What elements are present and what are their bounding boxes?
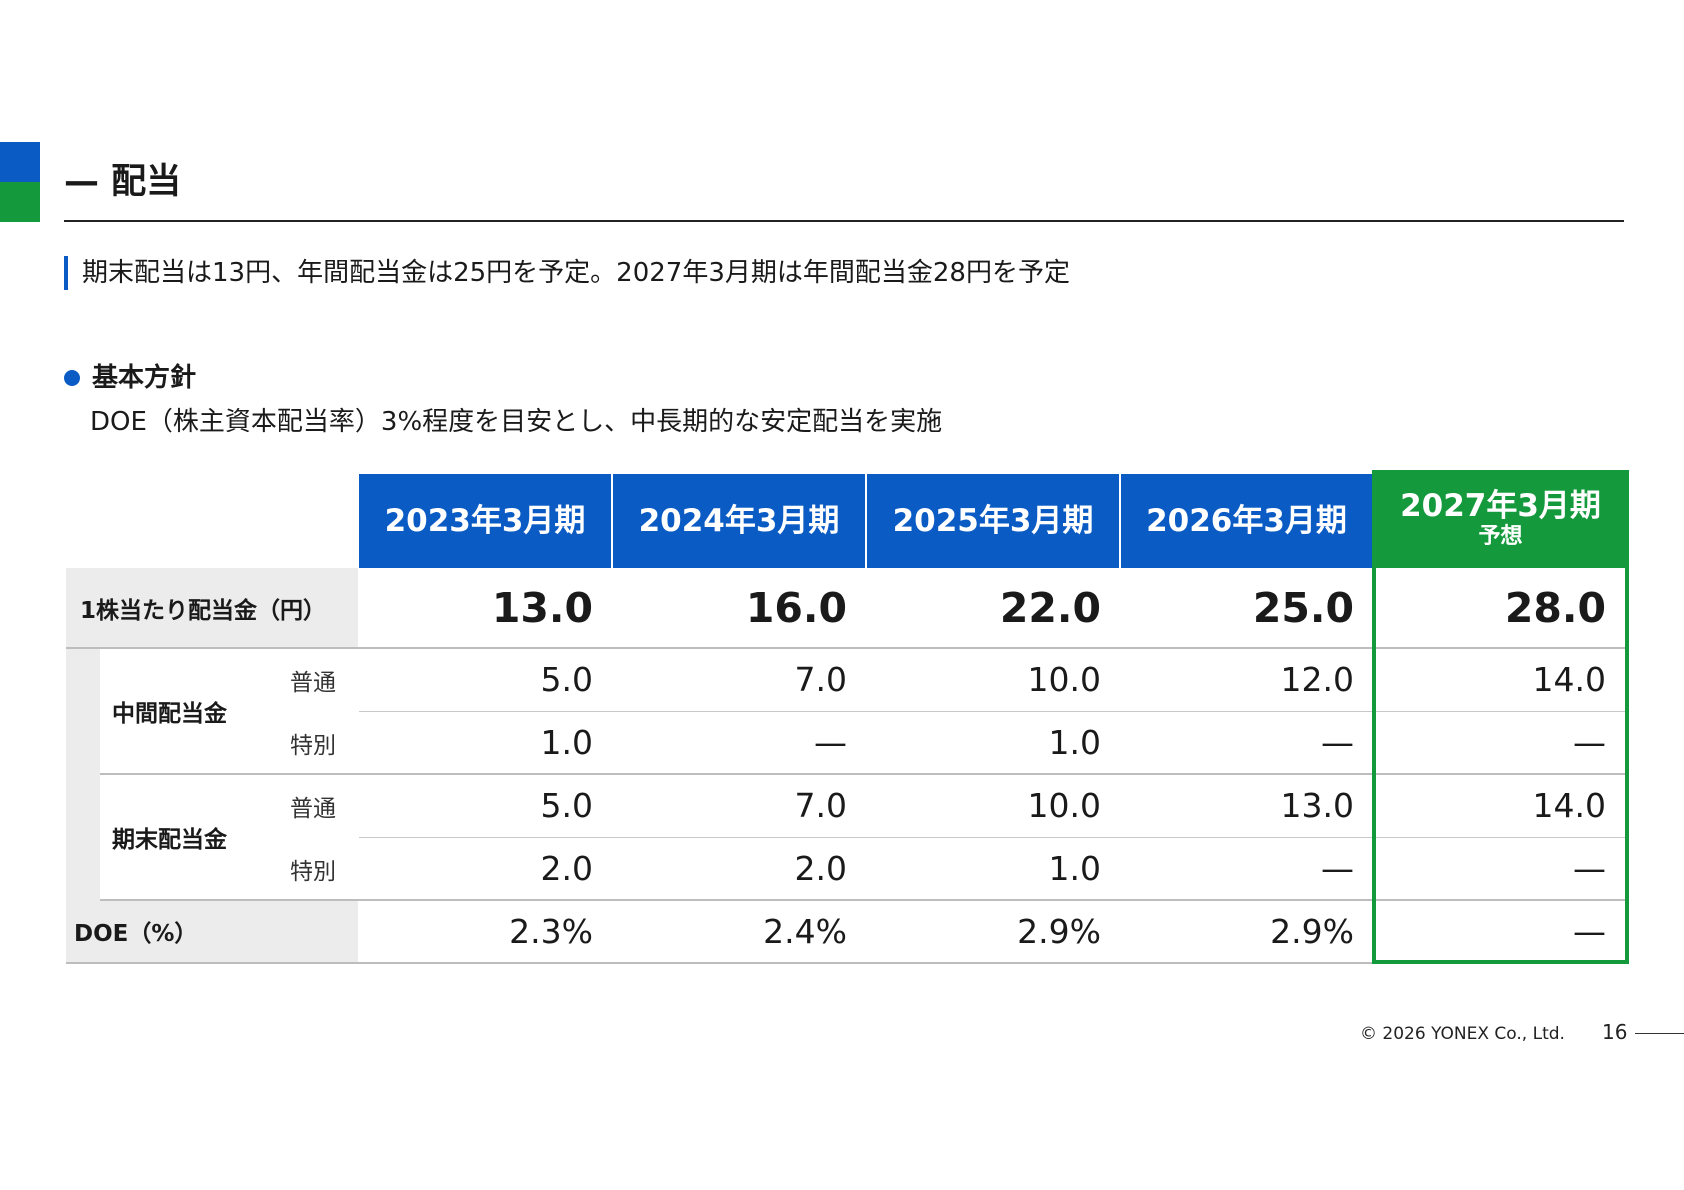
row-divider xyxy=(66,647,1629,649)
table-cell: 2.4% xyxy=(763,911,847,951)
brand-accent-blue xyxy=(0,142,40,182)
title-divider xyxy=(64,220,1624,222)
row-label-interim: 中間配当金 xyxy=(112,701,227,727)
table-cell: — xyxy=(1321,723,1354,762)
table-cell: 1.0 xyxy=(1048,723,1101,762)
table-cell: 7.0 xyxy=(794,786,847,825)
table-cell: 16.0 xyxy=(745,584,847,632)
table-cell: — xyxy=(1573,723,1606,762)
policy-heading: 基本方針 xyxy=(92,363,197,393)
row-label-bg xyxy=(66,568,358,648)
row-label-bg xyxy=(66,648,100,900)
table-cell: 14.0 xyxy=(1532,786,1606,825)
table-cell: 13.0 xyxy=(1280,786,1354,825)
table-cell: 2.0 xyxy=(794,849,847,888)
column-header: 2025年3月期 xyxy=(867,474,1119,568)
table-cell: — xyxy=(1573,911,1606,951)
row-divider xyxy=(100,773,1629,775)
page-title: — 配当 xyxy=(64,162,182,202)
table-cell: 5.0 xyxy=(540,660,593,699)
column-header: 2023年3月期 xyxy=(359,474,611,568)
table-cell: 2.0 xyxy=(540,849,593,888)
table-cell: 1.0 xyxy=(1048,849,1101,888)
column-header: 2024年3月期 xyxy=(613,474,865,568)
table-cell: — xyxy=(1573,849,1606,888)
row-sublabel: 特別 xyxy=(290,858,336,885)
lead-text: 期末配当は13円、年間配当金は25円を予定。2027年3月期は年間配当金28円を… xyxy=(82,258,1070,288)
table-cell: 12.0 xyxy=(1280,660,1354,699)
table-cell: 22.0 xyxy=(999,584,1101,632)
row-divider xyxy=(359,837,1629,838)
row-divider xyxy=(359,711,1629,712)
table-cell: 10.0 xyxy=(1027,660,1101,699)
row-label-bg xyxy=(66,900,358,962)
forecast-label: 予想 xyxy=(1478,524,1523,549)
row-sublabel: 特別 xyxy=(290,732,336,759)
row-label-doe: DOE（%） xyxy=(74,921,198,947)
table-cell: 7.0 xyxy=(794,660,847,699)
table-bottom-rule xyxy=(66,962,1629,964)
table-cell: — xyxy=(1321,849,1354,888)
lead-marker xyxy=(64,256,68,290)
table-cell: 2.9% xyxy=(1270,911,1354,951)
row-sublabel: 普通 xyxy=(290,669,336,696)
column-header: 2026年3月期 xyxy=(1121,474,1372,568)
table-cell: 28.0 xyxy=(1504,584,1606,632)
column-header-forecast: 2027年3月期 予想 xyxy=(1372,470,1629,568)
table-cell: 5.0 xyxy=(540,786,593,825)
table-cell: 2.3% xyxy=(509,911,593,951)
copyright-text: © 2026 YONEX Co., Ltd. xyxy=(1360,1024,1565,1044)
table-cell: 1.0 xyxy=(540,723,593,762)
table-cell: 13.0 xyxy=(491,584,593,632)
bullet-icon xyxy=(64,370,80,386)
table-cell: 14.0 xyxy=(1532,660,1606,699)
table-cell: 2.9% xyxy=(1017,911,1101,951)
table-cell: 25.0 xyxy=(1252,584,1354,632)
page-number-rule xyxy=(1635,1033,1684,1034)
table-cell: — xyxy=(814,723,847,762)
row-label-year-end: 期末配当金 xyxy=(112,827,227,853)
page-number: 16 xyxy=(1602,1020,1628,1044)
row-label-dps: 1株当たり配当金（円） xyxy=(80,598,327,624)
table-cell: 10.0 xyxy=(1027,786,1101,825)
row-sublabel: 普通 xyxy=(290,795,336,822)
row-divider xyxy=(100,899,1629,901)
brand-accent-green xyxy=(0,182,40,222)
policy-text: DOE（株主資本配当率）3%程度を目安とし、中長期的な安定配当を実施 xyxy=(90,407,943,437)
